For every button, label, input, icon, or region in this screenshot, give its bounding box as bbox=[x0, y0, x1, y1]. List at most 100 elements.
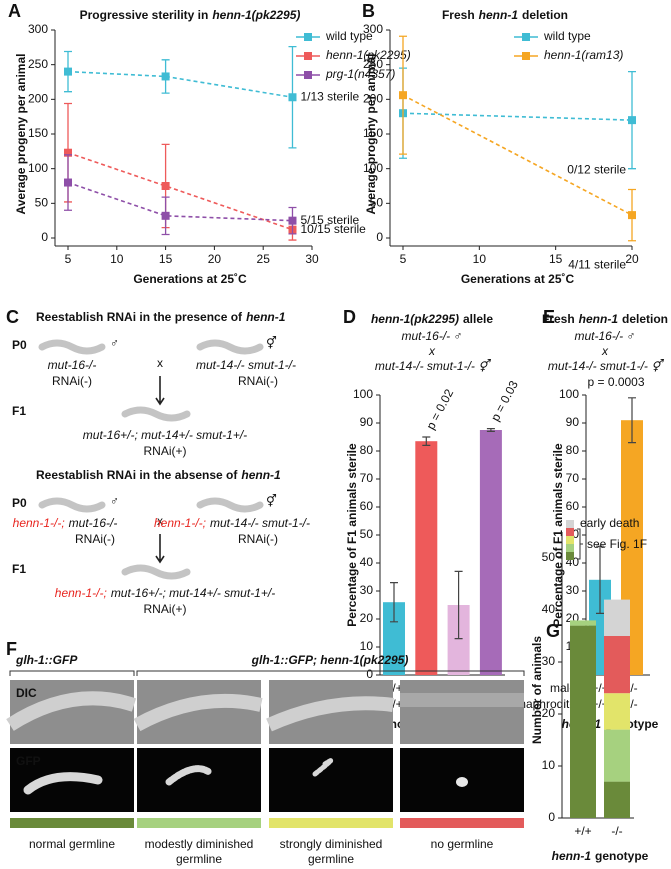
x-tick-label: 20 bbox=[625, 252, 639, 266]
y-tick-label: 90 bbox=[360, 415, 374, 429]
series-line bbox=[402, 94, 633, 216]
genotype: mut-14-/- smut-1-/- bbox=[196, 358, 296, 372]
bar-segment bbox=[604, 693, 630, 730]
x-axis-label: Generations at 25˚C bbox=[133, 272, 247, 286]
category-bar bbox=[400, 818, 524, 828]
panel-label: A bbox=[8, 1, 21, 21]
bar bbox=[447, 605, 470, 675]
generation-label: P0 bbox=[12, 496, 27, 510]
marker bbox=[399, 91, 407, 100]
text-part: henn-1 bbox=[246, 310, 286, 324]
text-part: mut-16-/- bbox=[69, 516, 118, 530]
y-tick-label: 100 bbox=[28, 161, 48, 175]
x-tick-label: 30 bbox=[305, 252, 319, 266]
gfp-signal bbox=[23, 772, 103, 795]
p-value: p = 0.03 bbox=[488, 378, 521, 423]
genotype: mut-16-/- bbox=[48, 358, 97, 372]
legend-marker bbox=[304, 71, 312, 79]
y-tick-label: 150 bbox=[28, 126, 48, 140]
genotype: henn-1-/-; mut-16+/-; mut-14+/- smut-1+/- bbox=[55, 586, 275, 600]
text-part: Reestablish RNAi in the absense of bbox=[36, 468, 238, 482]
legend-swatch bbox=[566, 536, 574, 544]
worm bbox=[121, 564, 191, 580]
text-part: henn-1 bbox=[241, 468, 281, 482]
chart-title: Fresh henn-1 deletion bbox=[442, 8, 568, 22]
text-part: Progressive sterility in bbox=[80, 8, 209, 22]
legend-marker bbox=[522, 33, 530, 41]
worm bbox=[38, 339, 106, 355]
y-tick-label: 20 bbox=[542, 706, 556, 720]
legend-note: see Fig. 1F bbox=[587, 537, 647, 551]
error-bar bbox=[486, 428, 495, 432]
bar-segment bbox=[604, 781, 630, 818]
y-tick-label: 100 bbox=[363, 161, 383, 175]
worm bbox=[196, 339, 264, 355]
x-tick-label: 5 bbox=[65, 252, 72, 266]
y-tick-label: 300 bbox=[363, 22, 383, 36]
x-tick-label: -/- bbox=[611, 824, 622, 838]
panel-label: E bbox=[543, 307, 555, 327]
series-line bbox=[67, 181, 293, 222]
legend-swatch bbox=[566, 528, 574, 536]
block-title: Reestablish RNAi in the presence of henn-… bbox=[36, 310, 286, 324]
y-tick-label: 50 bbox=[542, 550, 556, 564]
text-part: henn-1-/-; bbox=[55, 586, 107, 600]
y-tick-label: 80 bbox=[566, 443, 580, 457]
p-value: p = 0.0003 bbox=[587, 375, 644, 389]
x-tick-label: 5 bbox=[400, 252, 407, 266]
y-tick-label: 10 bbox=[542, 758, 556, 772]
y-axis-label: Number of animals bbox=[530, 636, 544, 744]
legend-label: wild type bbox=[325, 29, 373, 43]
sex-symbol: ♂ bbox=[110, 336, 119, 350]
sex-symbol: ⚥ bbox=[266, 336, 277, 350]
y-tick-label: 0 bbox=[366, 667, 373, 681]
y-tick-label: 60 bbox=[360, 499, 374, 513]
y-tick-label: 0 bbox=[41, 230, 48, 244]
x-tick-label: 10 bbox=[473, 252, 487, 266]
text-part: henn-1(pk2295) bbox=[371, 312, 459, 326]
y-tick-label: 100 bbox=[559, 387, 579, 401]
rnai: RNAi(+) bbox=[143, 602, 186, 616]
column-header: glh-1::GFP bbox=[15, 653, 78, 667]
text-part: henn-1-/-; bbox=[13, 516, 65, 530]
bracket bbox=[9, 670, 525, 676]
series-line bbox=[67, 70, 293, 99]
bar bbox=[415, 441, 438, 675]
row-label: GFP bbox=[16, 754, 41, 768]
dic-worm bbox=[6, 691, 137, 731]
marker bbox=[161, 72, 170, 81]
category-bar bbox=[10, 818, 134, 828]
x-tick-label: 25 bbox=[257, 252, 271, 266]
rnai: RNAi(+) bbox=[143, 444, 186, 458]
y-tick-label: 40 bbox=[360, 555, 374, 569]
marker bbox=[64, 178, 72, 187]
chart-title: Progressive sterility in henn-1(pk2295) bbox=[80, 8, 301, 22]
annotation: 0/12 sterile bbox=[567, 162, 626, 176]
bar-segment bbox=[604, 599, 630, 636]
legend-bracket bbox=[577, 528, 583, 560]
bar-segment bbox=[570, 625, 596, 818]
legend-label: henn-1(ram13) bbox=[544, 48, 623, 62]
caption: no germline bbox=[431, 837, 494, 851]
y-tick-label: 50 bbox=[370, 196, 384, 210]
legend-label: wild type bbox=[543, 29, 591, 43]
y-axis-label: Average progeny per animal bbox=[14, 54, 28, 215]
error-bar bbox=[390, 582, 398, 623]
x-tick-label: 15 bbox=[159, 252, 173, 266]
category-bar bbox=[137, 818, 261, 828]
error-bar bbox=[422, 436, 431, 446]
gfp-image bbox=[269, 748, 393, 812]
series-line bbox=[402, 112, 633, 121]
text-part: henn-1 bbox=[579, 312, 619, 326]
row-label: DIC bbox=[16, 686, 37, 700]
text-part: deletion bbox=[522, 8, 568, 22]
chart-title: Fresh henn-1 deletion bbox=[542, 312, 668, 326]
y-tick-label: 50 bbox=[35, 196, 49, 210]
sex-symbol: ⚥ bbox=[266, 494, 277, 508]
y-tick-label: 80 bbox=[360, 443, 374, 457]
rnai: RNAi(-) bbox=[238, 532, 278, 546]
marker bbox=[161, 182, 170, 190]
marker bbox=[288, 216, 297, 225]
caption: germline bbox=[176, 852, 222, 866]
y-tick-label: 20 bbox=[360, 611, 374, 625]
